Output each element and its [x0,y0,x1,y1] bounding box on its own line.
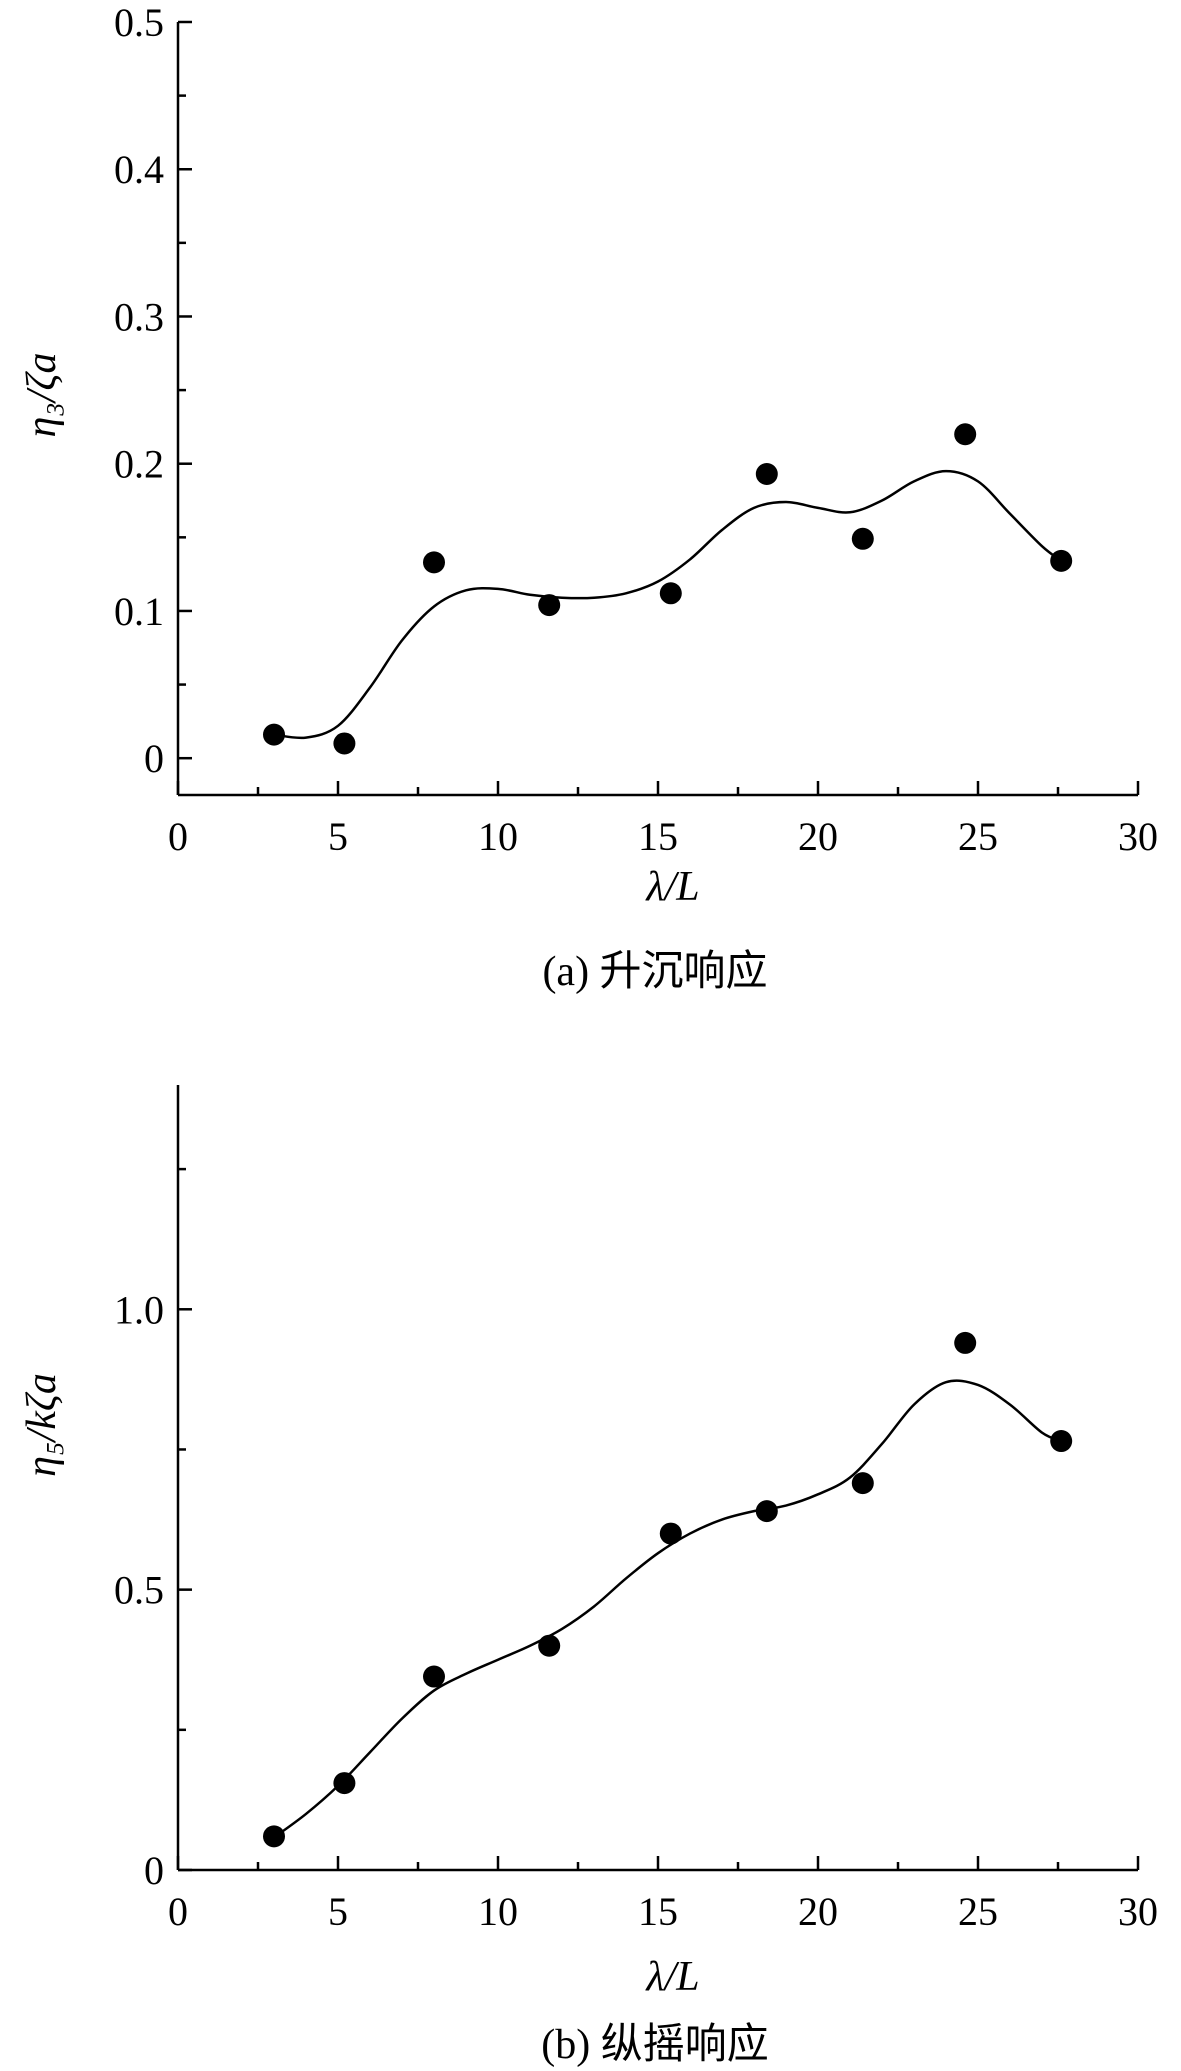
panel-b-axes [176,1085,1138,1872]
panel-b-y-axis-label: η₅/kζa [19,1373,65,1477]
y-tick-label: 0.5 [114,0,164,45]
y-tick-label: 0.1 [114,589,164,634]
x-tick-label: 25 [958,814,998,859]
x-tick-label: 5 [328,814,348,859]
panel-b-pitch-response: 0 5 10 15 20 25 30 0 0.5 1.0 λ/L η₅/kζa (b) 纵摇响应 [19,1085,1158,2068]
data-point [755,1500,778,1523]
data-point [755,463,778,486]
data-point [1050,549,1073,572]
data-point [659,1522,682,1545]
data-point [423,551,445,574]
data-point [333,1772,356,1795]
x-tick-label: 5 [328,1889,348,1934]
data-point [333,732,356,755]
panel-a-x-ticks: 0 5 10 15 20 25 30 [168,781,1158,859]
panel-b-data-points [263,1331,1073,1848]
panel-b-fitted-curve [273,1379,1062,1839]
x-tick-label: 10 [478,1889,518,1934]
panel-a-y-ticks: 0 0.1 0.2 0.3 0.4 0.5 [114,0,192,781]
x-tick-label: 10 [478,814,518,859]
data-point [851,527,874,550]
panel-a-x-axis-label: λ/L [644,864,699,910]
panel-a-axes [176,22,1138,797]
y-tick-label: 0.5 [114,1568,164,1613]
data-point [851,1472,874,1495]
x-tick-label: 0 [168,814,188,859]
panel-a-caption: (a) 升沉响应 [542,948,767,995]
panel-a-fitted-curve [273,469,1062,740]
y-tick-label: 0.2 [114,442,164,487]
x-tick-label: 20 [798,1889,838,1934]
data-point [954,423,977,446]
data-point [423,1665,445,1688]
panel-b-caption: (b) 纵摇响应 [541,2021,768,2068]
panel-a-heave-response: 0 5 10 15 20 25 30 00.10.20.30.40.5 λ/L η₃/ζa … [19,0,1158,995]
x-tick-label: 15 [638,814,678,859]
y-tick-label: 0 [144,736,164,781]
data-point [1050,1430,1073,1453]
panel-b-x-axis-label: λ/L [644,1954,699,2000]
y-tick-label: 0.4 [114,147,164,192]
x-tick-label: 25 [958,1889,998,1934]
panel-a-y-axis-label: η₃/ζa [19,352,65,437]
data-point [538,594,561,617]
y-tick-label: 0.3 [114,294,164,339]
data-point [954,1331,977,1354]
data-point [538,1634,561,1657]
x-tick-label: 0 [168,1889,188,1934]
data-point [263,1825,285,1848]
panel-b-y-ticks: 0 0.5 1.0 [114,1167,192,1893]
x-tick-label: 30 [1118,814,1158,859]
panel-a-data-points [263,423,1073,755]
data-point [263,723,285,746]
x-tick-label: 20 [798,814,838,859]
x-tick-label: 15 [638,1889,678,1934]
x-tick-label: 30 [1118,1889,1158,1934]
y-tick-label: 1.0 [114,1287,164,1332]
y-tick-label: 0 [144,1848,164,1893]
panel-b-x-ticks: 0 5 10 15 20 25 30 [168,1856,1158,1934]
data-point [659,582,682,605]
